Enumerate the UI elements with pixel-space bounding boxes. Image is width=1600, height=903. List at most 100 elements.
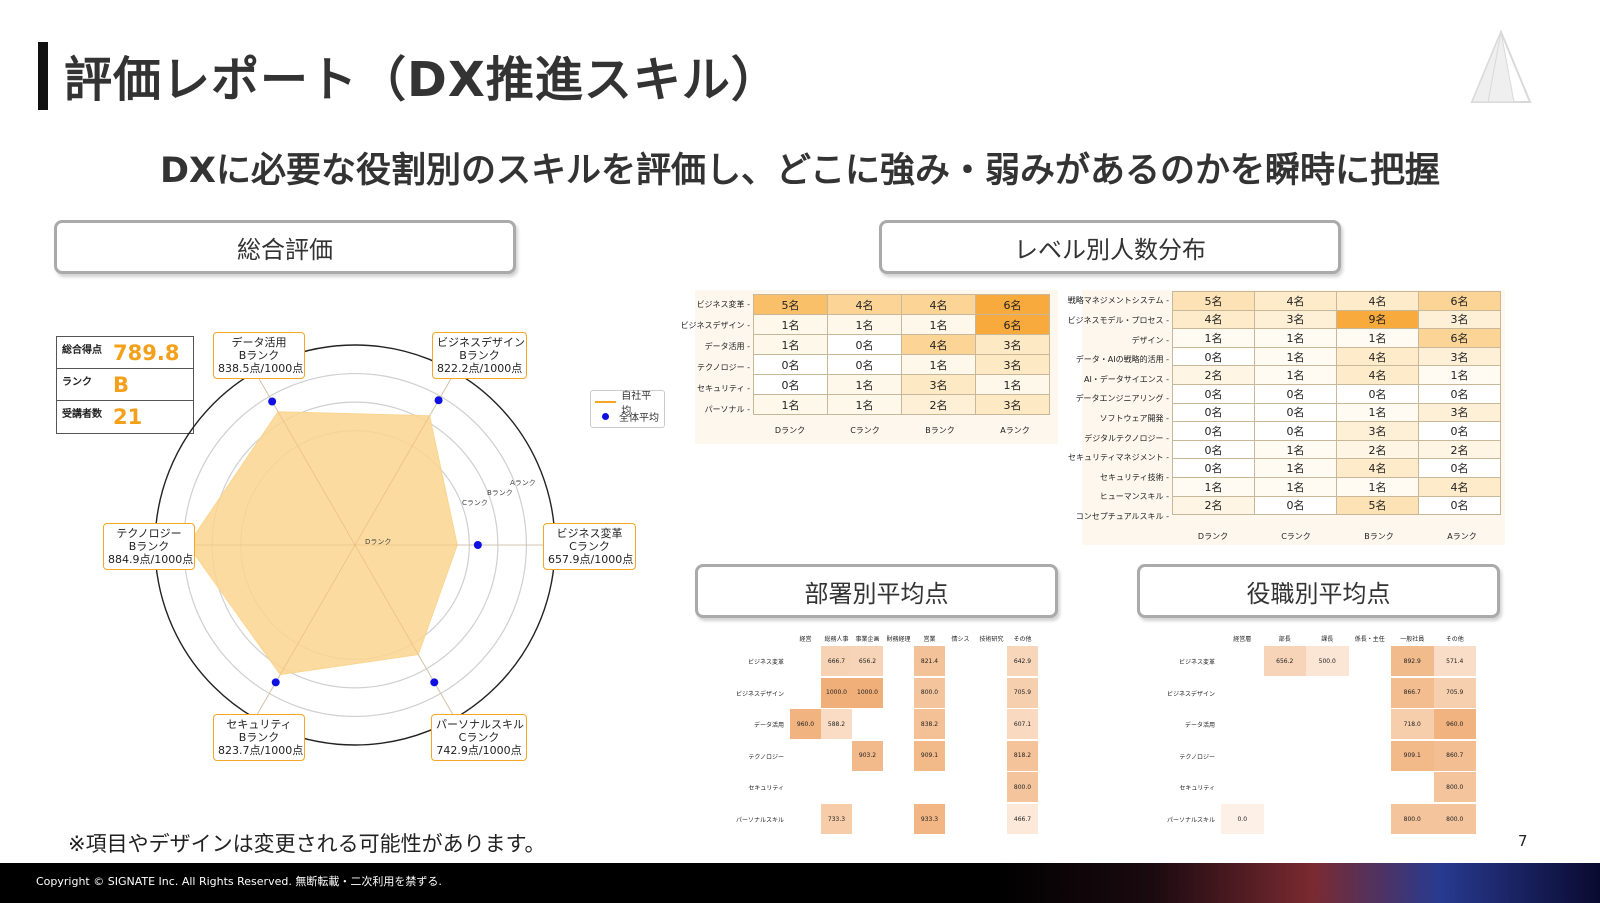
avg-column-label: その他 <box>1013 636 1032 643</box>
table-row: 1名 1名 2名 3名 <box>753 394 1050 415</box>
avg-row-label: ビジネス変革 <box>747 659 784 666</box>
heatmap-cell: 1名 <box>753 334 828 355</box>
heatmap-cell: 3名 <box>1418 402 1501 423</box>
radar-ring-label: Bランク <box>487 489 513 497</box>
table-row: 5名 4名 4名 6名 <box>753 294 1050 315</box>
avg-cell: 466.7 <box>1007 804 1038 834</box>
radar-self-area <box>187 411 458 676</box>
section-header-overall: 総合評価 <box>54 220 516 274</box>
avg-row-label: データ活用 <box>753 722 784 730</box>
heatmap-cell: 2名 <box>901 394 976 415</box>
legend-item-overall: 全体平均 <box>595 409 660 424</box>
avg-cell: 818.2 <box>1007 740 1038 771</box>
avg-row-label: テクノロジー <box>748 753 784 761</box>
avg-cell: 821.4 <box>914 646 945 676</box>
heatmap-cell: 3名 <box>1418 346 1501 367</box>
heatmap-cell: 6名 <box>975 294 1050 315</box>
table-row: 0名 0名 3名 0名 <box>1172 421 1501 441</box>
heatmap-cell: 1名 <box>1336 402 1419 423</box>
legend-overall-label: 全体平均 <box>619 413 659 424</box>
heatmap-cell: 3名 <box>1418 309 1501 330</box>
axis-label-business-design: ビジネスデザイン Bランク 822.2点/1000点 <box>432 332 527 379</box>
axis-label-data-utilization: データ活用 Bランク 838.5点/1000点 <box>213 332 305 379</box>
heatmap-cell: 3名 <box>1336 421 1419 441</box>
heatmap-cell: 0名 <box>753 354 828 375</box>
heatmap-row-label: セキュリティ技術 - <box>1100 472 1169 482</box>
participants-label: 受講者数 <box>62 409 102 420</box>
avg-cell: 800.0 <box>1391 804 1434 834</box>
radar-overall-point <box>473 541 482 549</box>
heatmap-cell: 1名 <box>1254 346 1337 367</box>
avg-cell: 960.0 <box>1433 709 1476 740</box>
heatmap-cell: 1名 <box>753 394 828 415</box>
avg-row-label: パーソナルスキル <box>735 817 784 824</box>
heatmap-cell: 1名 <box>1336 476 1419 497</box>
axis-label-personal-skill: パーソナルスキル Cランク 742.9点/1000点 <box>431 714 527 761</box>
heatmap-cell: 1名 <box>901 314 976 335</box>
heatmap-row-label: ビジネス変革 - <box>696 300 750 309</box>
heatmap-cell: 1名 <box>1172 476 1255 497</box>
heatmap-cell: 1名 <box>827 314 902 335</box>
heatmap-cell: 0名 <box>1418 495 1501 516</box>
avg-cell: 705.9 <box>1433 677 1476 708</box>
heatmap-cell: 4名 <box>1172 309 1255 330</box>
radar-overall-point <box>271 678 280 687</box>
avg-cell: 0.0 <box>1221 804 1264 834</box>
avg-cell: 800.0 <box>1007 772 1038 803</box>
avg-row-label: ビジネスデザイン <box>735 690 784 698</box>
legend-line-swatch <box>595 400 617 403</box>
avg-cell: 666.7 <box>821 646 852 676</box>
heatmap-column-label: Bランク <box>1364 532 1394 542</box>
heatmap-cell: 0名 <box>827 354 902 375</box>
copyright-text: Copyright © SIGNATE Inc. All Rights Rese… <box>36 875 442 888</box>
heatmap-cell: 1名 <box>827 394 902 415</box>
avg-column-label: 総務人事 <box>824 636 849 643</box>
heatmap-cell: 0名 <box>1172 458 1255 478</box>
total-score-row: 総合得点 789.8 <box>57 337 193 369</box>
page-number: 7 <box>1518 832 1528 850</box>
table-row: 0名 1名 2名 2名 <box>1172 439 1501 460</box>
overall-score-box: 総合得点 789.8 ランク B 受講者数 21 <box>56 336 194 434</box>
heatmap-row-label: コンセプチュアルスキル - <box>1075 511 1169 521</box>
heatmap-cell: 1名 <box>1418 365 1501 385</box>
heatmap-cell: 4名 <box>827 294 902 315</box>
radar-overall-point <box>430 678 439 687</box>
heatmap-cell: 6名 <box>1418 291 1501 311</box>
heatmap-row-label: セキュリティマネジメント - <box>1068 453 1169 463</box>
section-header-dept-average: 部署別平均点 <box>695 564 1058 618</box>
heatmap-cell: 5名 <box>1172 291 1255 311</box>
avg-cell: 800.0 <box>1433 772 1476 803</box>
heatmap-cell: 2名 <box>1172 495 1255 516</box>
heatmap-cell: 1名 <box>1172 328 1255 348</box>
rank-label: ランク <box>62 377 92 388</box>
page-title: 評価レポート（DX推進スキル） <box>64 52 780 108</box>
heatmap-row-label: ソフトウェア開発 - <box>1099 413 1169 423</box>
heatmap-cell: 6名 <box>1418 328 1501 348</box>
heatmap-cell: 1名 <box>827 374 902 395</box>
heatmap-cell: 1名 <box>1254 439 1337 460</box>
radar-chart: Aランク Bランク Cランク Dランク <box>100 320 660 784</box>
avg-row-label: ビジネスデザイン <box>1166 690 1215 698</box>
heatmap-cell: 0名 <box>1172 421 1255 441</box>
avg-column-label: 技術研究 <box>979 636 1004 643</box>
avg-cell: 718.0 <box>1391 709 1434 740</box>
level-heatmap-by-category: ビジネス変革 - ビジネスデザイン - データ活用 - テクノロジー - セキュリティ … <box>681 290 1058 444</box>
avg-column-label: 経営層 <box>1233 636 1252 643</box>
heatmap-cell: 0名 <box>1172 402 1255 423</box>
heatmap-column-label: Aランク <box>1447 532 1477 542</box>
role-average-heatmap: 経営層 部長 課長 係長・主任 一般社員 その他 ビジネス変革 656.2 500.0 892.9… <box>1137 630 1500 840</box>
avg-cell: 903.2 <box>852 740 883 771</box>
avg-cell: 733.3 <box>821 804 852 834</box>
avg-row-label: データ活用 <box>1184 722 1215 730</box>
heatmap-cell: 9名 <box>1336 309 1419 330</box>
footnote: ※項目やデザインは変更される可能性があります。 <box>68 832 546 856</box>
avg-cell: 656.2 <box>852 646 883 676</box>
avg-column-label: 課長 <box>1321 636 1334 643</box>
avg-cell: 588.2 <box>821 709 852 740</box>
legend-self-label: 自社平均 <box>621 390 652 417</box>
level-table: 5名 4名 4名 6名 1名 1名 1名 6名 1名 0名 4名 3名 0名 0名 1名 3名 0名 1名 3名 1名… <box>753 294 1050 415</box>
heatmap-cell: 4名 <box>901 334 976 355</box>
table-row: 2名 0名 5名 0名 <box>1172 495 1501 516</box>
avg-cell: 909.1 <box>914 740 945 771</box>
heatmap-cell: 6名 <box>975 314 1050 335</box>
